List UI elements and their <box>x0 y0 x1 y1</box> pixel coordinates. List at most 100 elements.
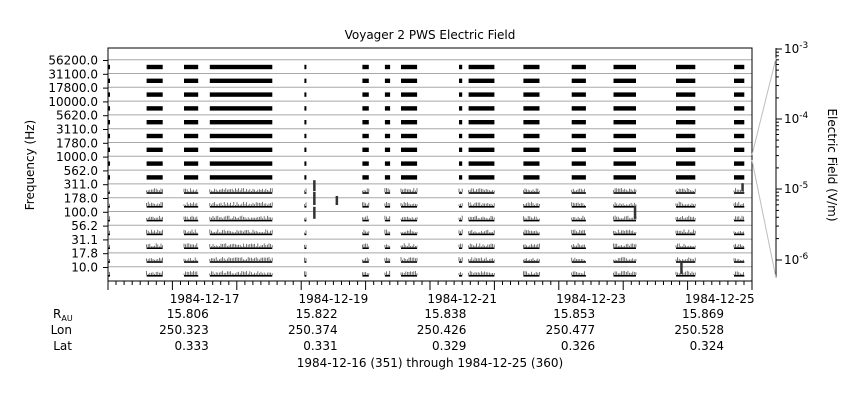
channel-baseline <box>734 206 745 208</box>
channel-baseline <box>362 261 369 263</box>
channel-noise <box>400 202 418 206</box>
channel-noise <box>146 215 163 220</box>
channel-noise <box>384 270 391 275</box>
emission-burst <box>680 262 683 274</box>
channel-noise <box>571 271 585 275</box>
channel-data-strip <box>571 120 586 125</box>
channel-baseline <box>108 233 110 236</box>
channel-baseline <box>209 206 273 208</box>
channel-data-strip <box>362 64 369 70</box>
channel-baseline <box>362 233 369 236</box>
channel-noise <box>733 201 744 206</box>
channel-data-strip <box>401 106 418 111</box>
scale-connector <box>751 159 777 279</box>
channel-noise <box>523 270 540 275</box>
channel-data-strip <box>184 120 199 125</box>
channel-data-strip <box>734 120 745 125</box>
frequency-tick-label: 31100.0 <box>48 67 98 81</box>
channel-data-strip <box>734 106 745 111</box>
channel-baseline <box>209 233 273 236</box>
channel-baseline <box>362 275 369 277</box>
channel-noise <box>613 215 637 220</box>
frequency-tick-label: 31.1 <box>71 233 98 247</box>
channel-data-strip <box>676 78 696 83</box>
channel-data-strip <box>304 78 307 83</box>
channel-noise <box>146 201 163 206</box>
channel-data-strip <box>676 147 696 152</box>
channel-data-strip <box>523 106 540 111</box>
channel-data-strip <box>459 175 463 180</box>
date-tick-label: 1984-12-25 <box>685 292 755 306</box>
channel-noise <box>362 243 370 248</box>
frequency-tick-label: 17800.0 <box>48 81 98 95</box>
channel-data-strip <box>401 64 418 70</box>
channel-baseline <box>401 233 418 236</box>
channel-data-strip <box>459 120 463 125</box>
scale-tick-label: 10-6 <box>784 252 809 267</box>
channel-noise <box>183 215 198 220</box>
channel-data-strip <box>523 161 540 166</box>
channel-noise <box>400 243 418 248</box>
channel-data-strip <box>676 161 696 166</box>
channel-data-strip <box>468 64 495 70</box>
emission-burst <box>313 206 316 219</box>
channel-data-strip <box>401 161 418 166</box>
channel-baseline <box>384 219 391 222</box>
channel-baseline <box>571 233 586 236</box>
channel-baseline <box>459 247 463 249</box>
channel-noise <box>209 243 273 248</box>
channel-baseline <box>523 206 540 208</box>
channel-data-strip <box>468 161 495 166</box>
channel-data-strip <box>676 120 696 125</box>
channel-baseline <box>734 233 745 236</box>
channel-data-strip <box>184 106 199 111</box>
scale-tick-label: 10-5 <box>784 181 808 196</box>
channel-data-strip <box>146 161 163 166</box>
channel-noise <box>384 188 391 193</box>
channel-data-strip <box>184 64 199 70</box>
channel-noise <box>384 244 391 248</box>
channel-noise <box>400 229 418 234</box>
channel-noise <box>458 257 463 262</box>
channel-noise <box>523 216 540 220</box>
channel-data-strip <box>384 161 391 166</box>
grid-lines <box>108 59 752 268</box>
channel-data-strip <box>523 120 540 125</box>
channel-noise <box>384 257 391 262</box>
channel-noise <box>675 270 696 275</box>
channel-data-strip <box>468 133 495 139</box>
channel-data-strip <box>468 175 495 180</box>
channel-noise <box>571 257 585 262</box>
channel-noise <box>675 188 696 193</box>
channel-data-strip <box>523 133 540 139</box>
channel-noise <box>146 257 163 262</box>
channel-noise <box>209 270 273 275</box>
ephemeris-lat-value: 0.331 <box>303 339 337 353</box>
channel-baseline <box>146 261 163 263</box>
channel-noise <box>613 270 637 275</box>
channel-data-strip <box>613 92 636 97</box>
channel-data-strip <box>209 161 273 166</box>
channel-data-strip <box>362 120 369 125</box>
channel-data-strip <box>108 147 110 152</box>
channel-noise <box>675 243 696 248</box>
y-axis-label: Frequency (Hz) <box>23 120 37 211</box>
channel-noise <box>523 229 540 234</box>
scale-connector <box>751 57 777 156</box>
channel-noise <box>613 243 637 248</box>
channel-noise <box>209 201 273 206</box>
channel-noise <box>384 215 391 220</box>
channel-baseline <box>468 247 495 249</box>
ephemeris-row-labels: RAU Lon Lat <box>51 307 73 353</box>
channel-noise <box>209 257 273 262</box>
channel-data-strip <box>571 133 586 139</box>
channel-baseline <box>523 247 540 249</box>
date-tick-label: 1984-12-23 <box>556 292 626 306</box>
channel-baseline <box>304 247 307 249</box>
channel-data-strip <box>401 92 418 97</box>
channel-data-strip <box>571 161 586 166</box>
channel-noise <box>733 215 744 220</box>
channel-data-strip <box>613 147 636 152</box>
channel-data-strip <box>209 120 273 125</box>
channel-baseline <box>184 192 199 194</box>
